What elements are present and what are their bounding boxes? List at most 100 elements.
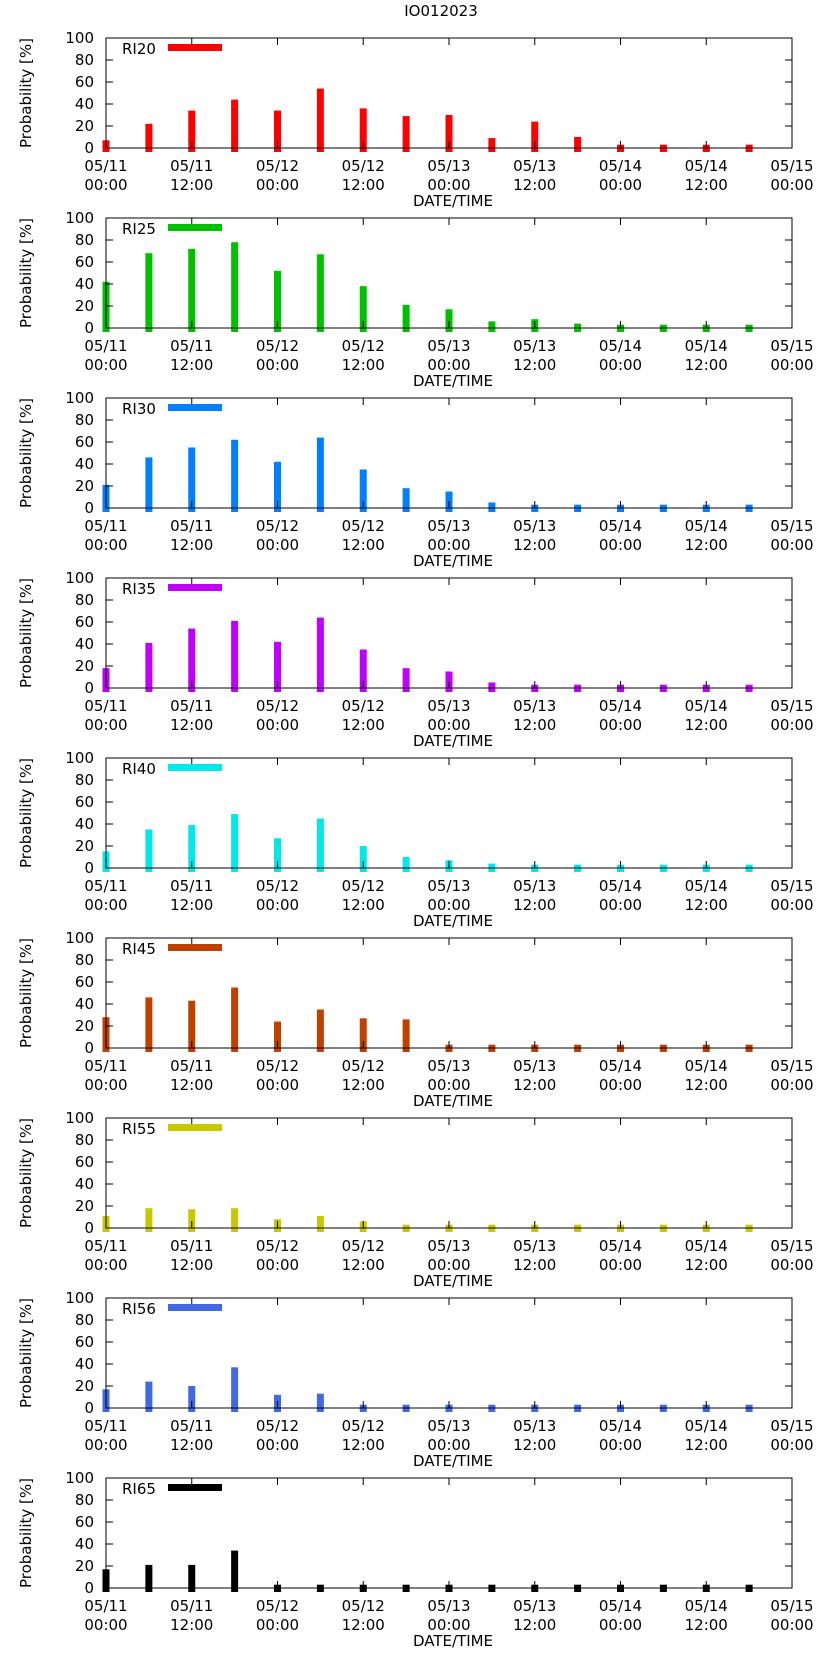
y-tick-label: 0 [84,319,94,337]
x-tick-label-date: 05/15 [770,1057,813,1075]
legend-label: RI65 [122,1480,156,1498]
x-tick-label-date: 05/11 [170,1057,213,1075]
bar-ri35-1 [145,642,153,692]
x-tick-label-date: 05/11 [170,157,213,175]
y-tick-label: 0 [84,1039,94,1057]
x-tick-label-date: 05/12 [256,1057,299,1075]
x-tick-label-date: 05/12 [256,697,299,715]
x-tick-label-time: 00:00 [770,536,813,554]
y-tick-label: 20 [75,1017,94,1035]
bar-ri65-3 [231,1550,239,1592]
x-tick-label-time: 12:00 [685,896,728,914]
x-tick-label-date: 05/14 [599,697,642,715]
x-tick-label-time: 00:00 [256,176,299,194]
bar-ri35-4 [274,641,281,692]
bar-ri45-1 [145,997,153,1052]
figure-title: IO012023 [404,2,478,20]
x-tick-label-date: 05/11 [170,337,213,355]
x-tick-label-time: 12:00 [170,536,213,554]
y-tick-label: 0 [84,679,94,697]
x-tick-label-date: 05/13 [513,337,556,355]
y-tick-label: 40 [75,95,94,113]
x-tick-label-time: 00:00 [427,1256,470,1274]
x-tick-label-date: 05/15 [770,1597,813,1615]
x-tick-label-date: 05/14 [599,1057,642,1075]
x-tick-label-time: 12:00 [170,896,213,914]
y-tick-label: 100 [65,209,94,227]
y-tick-label: 40 [75,1355,94,1373]
x-tick-label-date: 05/14 [599,1597,642,1615]
bar-ri45-5 [316,1009,324,1052]
bar-ri40-1 [145,829,153,872]
x-axis-label: DATE/TIME [413,1632,493,1650]
x-tick-label-time: 00:00 [256,1616,299,1634]
x-tick-label-time: 12:00 [342,356,385,374]
x-tick-label-date: 05/13 [427,1237,470,1255]
bar-ri30-4 [274,461,281,512]
x-tick-label-time: 12:00 [170,1616,213,1634]
x-tick-label-date: 05/15 [770,1417,813,1435]
y-tick-label: 60 [75,613,94,631]
x-tick-label-time: 00:00 [256,1076,299,1094]
y-tick-label: 40 [75,635,94,653]
bar-ri40-7 [402,857,410,872]
y-tick-label: 100 [65,749,94,767]
x-tick-label-date: 05/13 [513,1417,556,1435]
y-tick-label: 60 [75,973,94,991]
bar-ri45-3 [231,987,239,1052]
bar-ri55-5 [316,1215,324,1232]
x-tick-label-time: 00:00 [427,896,470,914]
x-tick-label-date: 05/12 [342,337,385,355]
bar-ri20-11 [574,137,582,152]
x-tick-label-time: 00:00 [599,1436,642,1454]
bar-ri45-7 [402,1019,410,1052]
x-tick-label-date: 05/12 [256,1237,299,1255]
x-tick-label-time: 00:00 [256,1436,299,1454]
x-tick-label-time: 12:00 [342,1076,385,1094]
x-tick-label-date: 05/12 [342,1597,385,1615]
legend-swatch [168,1304,222,1311]
x-tick-label-time: 00:00 [427,1076,470,1094]
x-tick-label-time: 00:00 [84,1616,127,1634]
x-tick-label-time: 00:00 [84,1076,127,1094]
bar-ri55-3 [231,1208,239,1232]
x-tick-label-time: 00:00 [770,716,813,734]
bar-ri25-9 [488,321,496,332]
x-tick-label-date: 05/13 [513,1237,556,1255]
bar-ri40-3 [231,814,239,872]
y-tick-label: 100 [65,29,94,47]
legend-swatch [168,1484,222,1491]
x-tick-label-time: 00:00 [770,1076,813,1094]
chart-panel-ri25: 02040608010005/1100:0005/1112:0005/1200:… [17,209,814,390]
x-tick-label-date: 05/11 [84,1237,127,1255]
x-tick-label-time: 12:00 [170,1076,213,1094]
legend-swatch [168,764,222,771]
x-axis-label: DATE/TIME [413,192,493,210]
x-tick-label-time: 00:00 [599,176,642,194]
x-tick-label-time: 12:00 [513,1616,556,1634]
bar-ri25-3 [231,242,239,332]
bar-ri56-3 [231,1367,239,1412]
x-tick-label-time: 12:00 [513,1256,556,1274]
bar-ri25-6 [359,286,367,332]
x-tick-label-time: 12:00 [513,176,556,194]
x-tick-label-date: 05/13 [427,877,470,895]
y-tick-label: 0 [84,1579,94,1597]
bar-ri35-9 [488,682,496,692]
legend-label: RI30 [122,400,156,418]
y-tick-label: 80 [75,771,94,789]
plot-frame [105,1117,793,1229]
x-tick-label-date: 05/11 [84,1597,127,1615]
bar-ri45-6 [359,1018,367,1052]
y-tick-label: 80 [75,411,94,429]
bar-ri20-8 [445,115,453,152]
x-tick-label-date: 05/13 [427,1417,470,1435]
x-tick-label-time: 00:00 [427,356,470,374]
bar-ri20-5 [316,88,324,152]
x-tick-label-date: 05/13 [427,697,470,715]
bar-ri20-4 [274,110,281,152]
x-tick-label-date: 05/12 [342,1057,385,1075]
x-tick-label-time: 12:00 [685,716,728,734]
x-tick-label-time: 00:00 [599,1256,642,1274]
x-tick-label-date: 05/11 [170,1417,213,1435]
